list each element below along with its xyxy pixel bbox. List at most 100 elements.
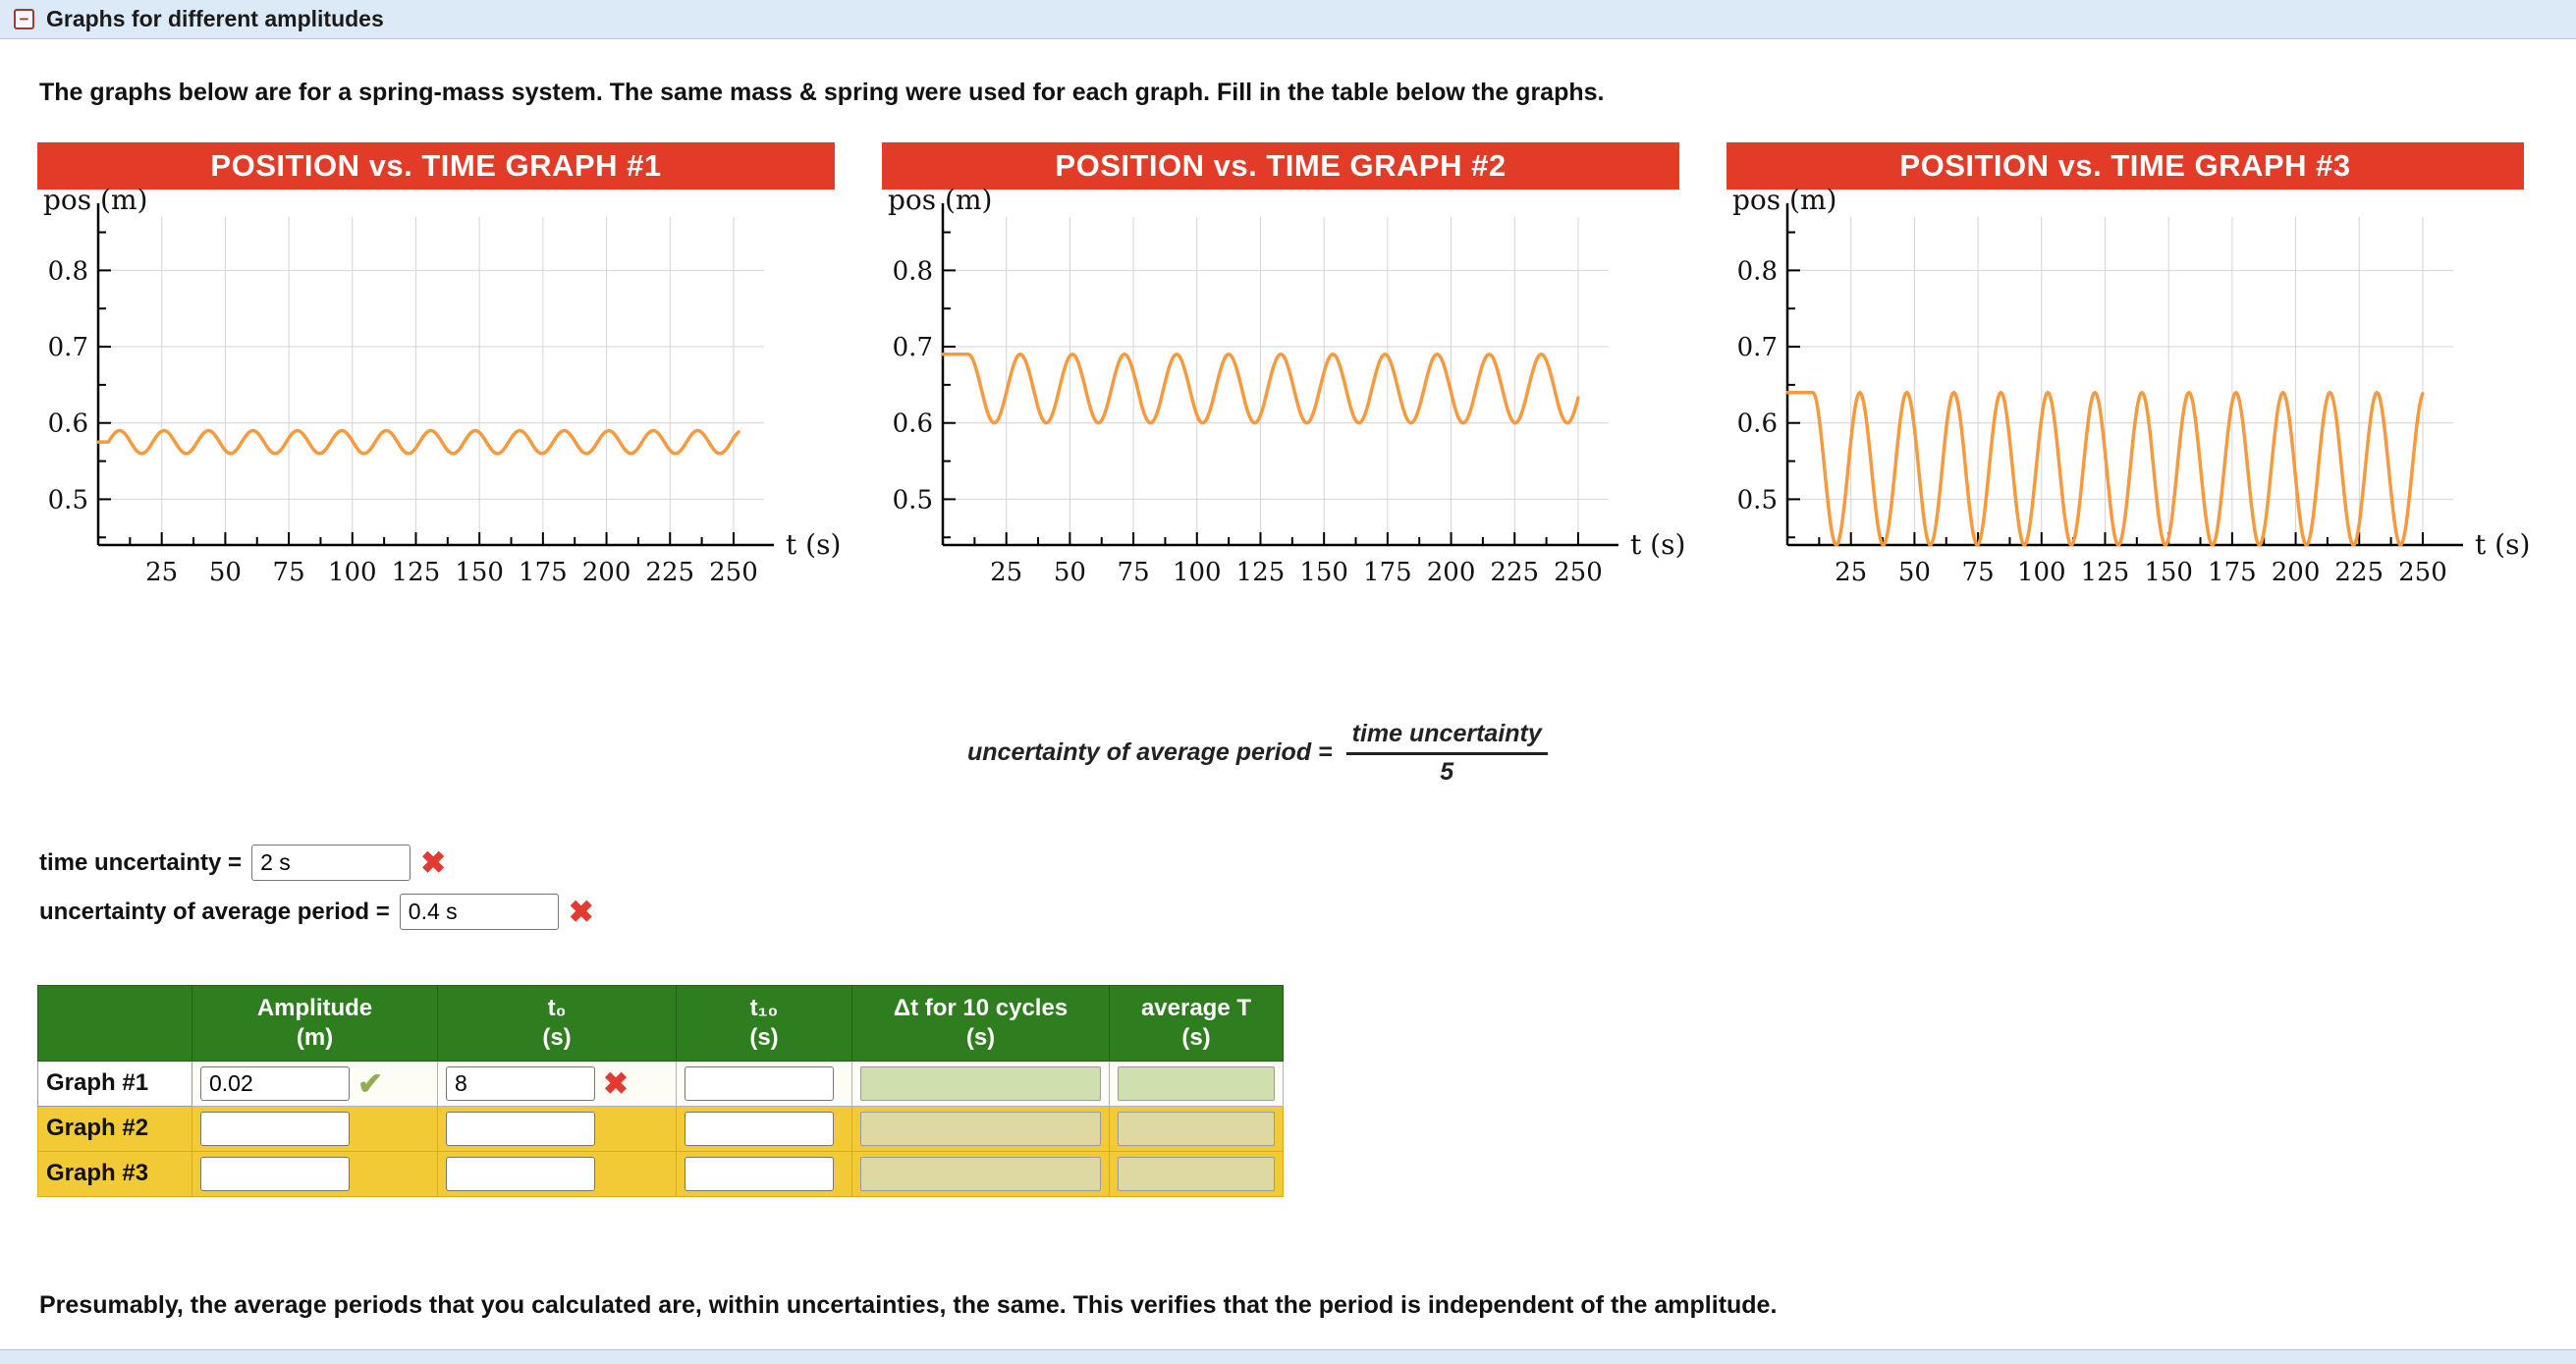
header-average-T: average T (s) bbox=[1109, 984, 1284, 1062]
svg-text:250: 250 bbox=[709, 558, 758, 587]
uncertainty-inputs-block: time uncertainty = ✖ uncertainty of aver… bbox=[39, 844, 2576, 932]
svg-text:175: 175 bbox=[519, 558, 568, 587]
svg-text:150: 150 bbox=[2144, 558, 2193, 587]
svg-text:0.7: 0.7 bbox=[48, 333, 88, 362]
svg-text:50: 50 bbox=[1898, 558, 1931, 587]
graph2-dt-result bbox=[860, 1111, 1101, 1146]
graph1-title-banner: POSITION vs. TIME GRAPH #1 bbox=[37, 142, 835, 190]
svg-text:125: 125 bbox=[392, 558, 441, 587]
svg-text:0.7: 0.7 bbox=[893, 333, 933, 362]
header-t10: t₁₀ (s) bbox=[676, 984, 852, 1062]
graph2-t10-cell bbox=[676, 1105, 852, 1152]
position-time-plot-1: 25 50 75 100 125 150 175 200 225 250 0.5 0.6 0.7 0.8 p… bbox=[43, 184, 841, 587]
time-uncertainty-line: time uncertainty = ✖ bbox=[39, 844, 2576, 883]
graph3-dt-cell bbox=[851, 1150, 1110, 1197]
svg-text:pos (m): pos (m) bbox=[888, 184, 992, 216]
graph2-dt-cell bbox=[851, 1105, 1110, 1152]
uncertainty-formula: uncertainty of average period = time unc… bbox=[967, 720, 2576, 787]
svg-text:pos (m): pos (m) bbox=[1732, 184, 1836, 216]
row-label-graph1: Graph #1 bbox=[37, 1060, 192, 1107]
graph3-t0-input[interactable] bbox=[446, 1156, 595, 1191]
svg-text:0.6: 0.6 bbox=[1737, 409, 1778, 439]
svg-text:225: 225 bbox=[1490, 558, 1539, 587]
graph1-dt-result bbox=[860, 1065, 1101, 1101]
graph1-t0-cell: ✖ bbox=[437, 1060, 677, 1107]
svg-text:0.8: 0.8 bbox=[893, 256, 933, 286]
svg-text:125: 125 bbox=[1236, 558, 1286, 587]
graph1-t10-input[interactable] bbox=[685, 1065, 834, 1101]
svg-text:225: 225 bbox=[2334, 558, 2384, 587]
svg-text:200: 200 bbox=[2272, 558, 2321, 587]
graph1-t10-cell bbox=[676, 1060, 852, 1107]
svg-text:0.5: 0.5 bbox=[893, 485, 933, 515]
position-time-plot-3: 25 50 75 100 125 150 175 200 225 250 0.5 0.6 0.7 0.8 p… bbox=[1732, 184, 2530, 587]
graph1-amplitude-input[interactable] bbox=[200, 1065, 350, 1101]
svg-text:125: 125 bbox=[2081, 558, 2130, 587]
svg-text:25: 25 bbox=[1835, 558, 1867, 587]
svg-text:150: 150 bbox=[1299, 558, 1348, 587]
svg-text:200: 200 bbox=[582, 558, 631, 587]
graph2-t0-input[interactable] bbox=[446, 1111, 595, 1146]
svg-text:100: 100 bbox=[1173, 558, 1222, 587]
graph3-averageT-cell bbox=[1109, 1150, 1284, 1197]
formula-denominator: 5 bbox=[1440, 757, 1454, 786]
svg-text:0.7: 0.7 bbox=[1737, 333, 1778, 362]
row-label-graph2: Graph #2 bbox=[37, 1105, 192, 1152]
svg-text:175: 175 bbox=[1363, 558, 1412, 587]
svg-text:pos (m): pos (m) bbox=[43, 184, 147, 216]
header-dt-10-cycles: Δt for 10 cycles (s) bbox=[851, 984, 1110, 1062]
svg-text:200: 200 bbox=[1427, 558, 1476, 587]
graph3-title-banner: POSITION vs. TIME GRAPH #3 bbox=[1726, 142, 2524, 190]
time-uncertainty-label: time uncertainty = bbox=[39, 848, 243, 876]
graph2-amplitude-input[interactable] bbox=[200, 1111, 350, 1146]
svg-text:25: 25 bbox=[145, 558, 178, 587]
graph2-title-banner: POSITION vs. TIME GRAPH #2 bbox=[882, 142, 1679, 190]
avg-period-uncertainty-line: uncertainty of average period = ✖ bbox=[39, 893, 2576, 932]
table-header-row: Amplitude (m) t₀ (s) t₁₀ (s) Δt for 10 cycl… bbox=[37, 984, 1284, 1062]
svg-text:100: 100 bbox=[328, 558, 377, 587]
graph3-averageT-result bbox=[1118, 1156, 1275, 1191]
row-label-graph3: Graph #3 bbox=[37, 1150, 192, 1197]
graph1-t0-input[interactable] bbox=[446, 1065, 595, 1101]
graphs-row: POSITION vs. TIME GRAPH #1 25 50 75 100 125 1… bbox=[37, 142, 2576, 622]
header-t0: t₀ (s) bbox=[437, 984, 677, 1062]
footer-note: Presumably, the average periods that you… bbox=[39, 1290, 1778, 1319]
correct-icon: ✔ bbox=[357, 1065, 383, 1101]
table-row-graph1: Graph #1 ✔ ✖ bbox=[37, 1060, 1284, 1107]
avg-period-uncertainty-label: uncertainty of average period = bbox=[39, 898, 390, 925]
avg-period-uncertainty-input[interactable] bbox=[399, 894, 559, 930]
table-row-graph3: Graph #3 bbox=[37, 1150, 1284, 1197]
header-blank bbox=[37, 984, 192, 1062]
svg-text:0.6: 0.6 bbox=[48, 409, 88, 439]
svg-text:75: 75 bbox=[273, 558, 305, 587]
svg-text:t (s): t (s) bbox=[1630, 528, 1685, 561]
formula-numerator: time uncertainty bbox=[1345, 720, 1548, 755]
graph3-t10-input[interactable] bbox=[685, 1156, 834, 1191]
graph2-averageT-result bbox=[1118, 1111, 1275, 1146]
time-uncertainty-input[interactable] bbox=[251, 845, 411, 881]
graph3-amplitude-cell bbox=[192, 1150, 438, 1197]
graph1-dt-cell bbox=[851, 1060, 1110, 1107]
graph1-averageT-result bbox=[1118, 1065, 1275, 1101]
svg-text:250: 250 bbox=[2398, 558, 2447, 587]
svg-text:150: 150 bbox=[455, 558, 504, 587]
graph-panel-3: POSITION vs. TIME GRAPH #3 25 50 75 100 125 1… bbox=[1726, 142, 2530, 622]
bottom-section-bar bbox=[0, 1349, 2576, 1364]
results-table: Amplitude (m) t₀ (s) t₁₀ (s) Δt for 10 cycl… bbox=[37, 984, 1284, 1197]
incorrect-icon: ✖ bbox=[420, 846, 447, 880]
graph3-amplitude-input[interactable] bbox=[200, 1156, 350, 1191]
incorrect-icon: ✖ bbox=[568, 895, 594, 929]
instructions-text: The graphs below are for a spring-mass s… bbox=[39, 79, 1605, 106]
svg-text:0.8: 0.8 bbox=[1737, 256, 1778, 286]
svg-text:225: 225 bbox=[645, 558, 694, 587]
section-header-bar: − Graphs for different amplitudes bbox=[0, 0, 2576, 39]
table-row-graph2: Graph #2 bbox=[37, 1105, 1284, 1152]
graph-panel-1: POSITION vs. TIME GRAPH #1 25 50 75 100 125 1… bbox=[37, 142, 841, 622]
graph3-dt-result bbox=[860, 1156, 1101, 1191]
svg-text:250: 250 bbox=[1554, 558, 1603, 587]
collapse-icon[interactable]: − bbox=[14, 9, 34, 29]
svg-text:0.5: 0.5 bbox=[1737, 485, 1778, 515]
graph2-t10-input[interactable] bbox=[685, 1111, 834, 1146]
svg-text:50: 50 bbox=[209, 558, 242, 587]
svg-text:50: 50 bbox=[1054, 558, 1086, 587]
